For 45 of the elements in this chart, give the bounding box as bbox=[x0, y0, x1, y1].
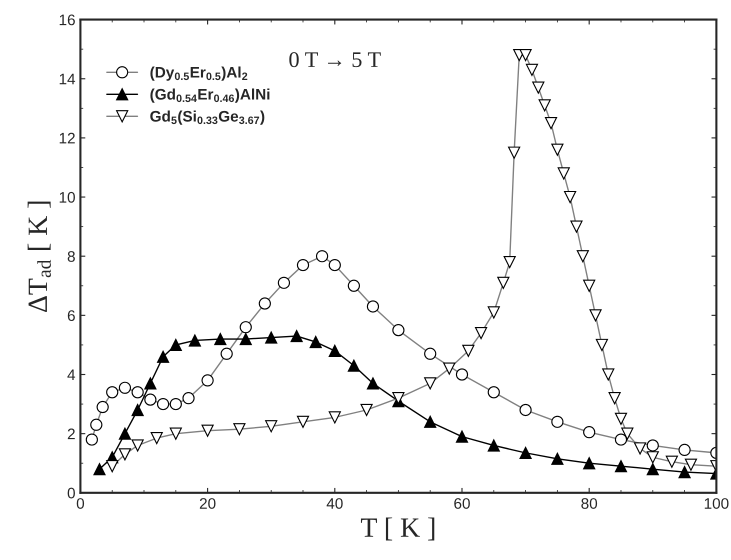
point bbox=[118, 428, 132, 440]
point bbox=[348, 360, 360, 372]
point bbox=[328, 344, 341, 357]
point bbox=[93, 463, 106, 476]
y-axis-title: ΔT$_{ad}$ [ K ] bbox=[28, 202, 51, 312]
annotation: 0 T → 5 T bbox=[289, 52, 381, 68]
legend-label: (Gd$_{0.54}$Er$_{0.46}$)AlNi bbox=[150, 88, 270, 103]
point bbox=[290, 330, 303, 342]
x-tick-label: 100 bbox=[704, 498, 729, 509]
y-tick-label: 4 bbox=[67, 370, 76, 380]
y-tick-label: 0 bbox=[68, 488, 75, 498]
point bbox=[646, 463, 659, 476]
x-tick-label: 80 bbox=[581, 498, 598, 509]
x-tick-label: 60 bbox=[454, 498, 470, 509]
point bbox=[240, 332, 252, 346]
x-tick-label: 20 bbox=[200, 498, 216, 509]
y-tick-label: 16 bbox=[60, 14, 75, 26]
point bbox=[310, 336, 322, 348]
y-tick-label: 12 bbox=[60, 132, 75, 144]
y-tick-label: 10 bbox=[60, 192, 75, 203]
point bbox=[551, 452, 564, 465]
point bbox=[188, 334, 201, 347]
point bbox=[614, 460, 628, 472]
y-tick-label: 2 bbox=[68, 428, 75, 440]
legend-label: (Dy$_{0.5}$Er$_{0.5}$)Al$_{2}$ bbox=[150, 66, 248, 81]
point bbox=[366, 377, 380, 390]
point bbox=[132, 404, 144, 416]
legend-label: Gd$_{5}$(Si$_{0.33}$Ge$_{3.67}$) bbox=[150, 110, 264, 125]
point bbox=[144, 377, 156, 390]
point bbox=[170, 338, 182, 352]
point bbox=[488, 439, 500, 452]
x-tick-label: 40 bbox=[326, 498, 343, 509]
point bbox=[678, 466, 691, 478]
point bbox=[214, 332, 226, 346]
point bbox=[519, 446, 532, 459]
y-tick-label: 8 bbox=[68, 251, 75, 262]
point bbox=[265, 331, 278, 344]
point bbox=[583, 457, 596, 470]
x-tick-label: 0 bbox=[76, 498, 84, 509]
point bbox=[156, 350, 170, 363]
point bbox=[424, 416, 436, 428]
y-tick-label: 14 bbox=[60, 74, 76, 84]
x-axis-title: T [ K ] bbox=[360, 517, 434, 540]
y-tick-label: 6 bbox=[68, 310, 75, 322]
point bbox=[456, 430, 468, 443]
